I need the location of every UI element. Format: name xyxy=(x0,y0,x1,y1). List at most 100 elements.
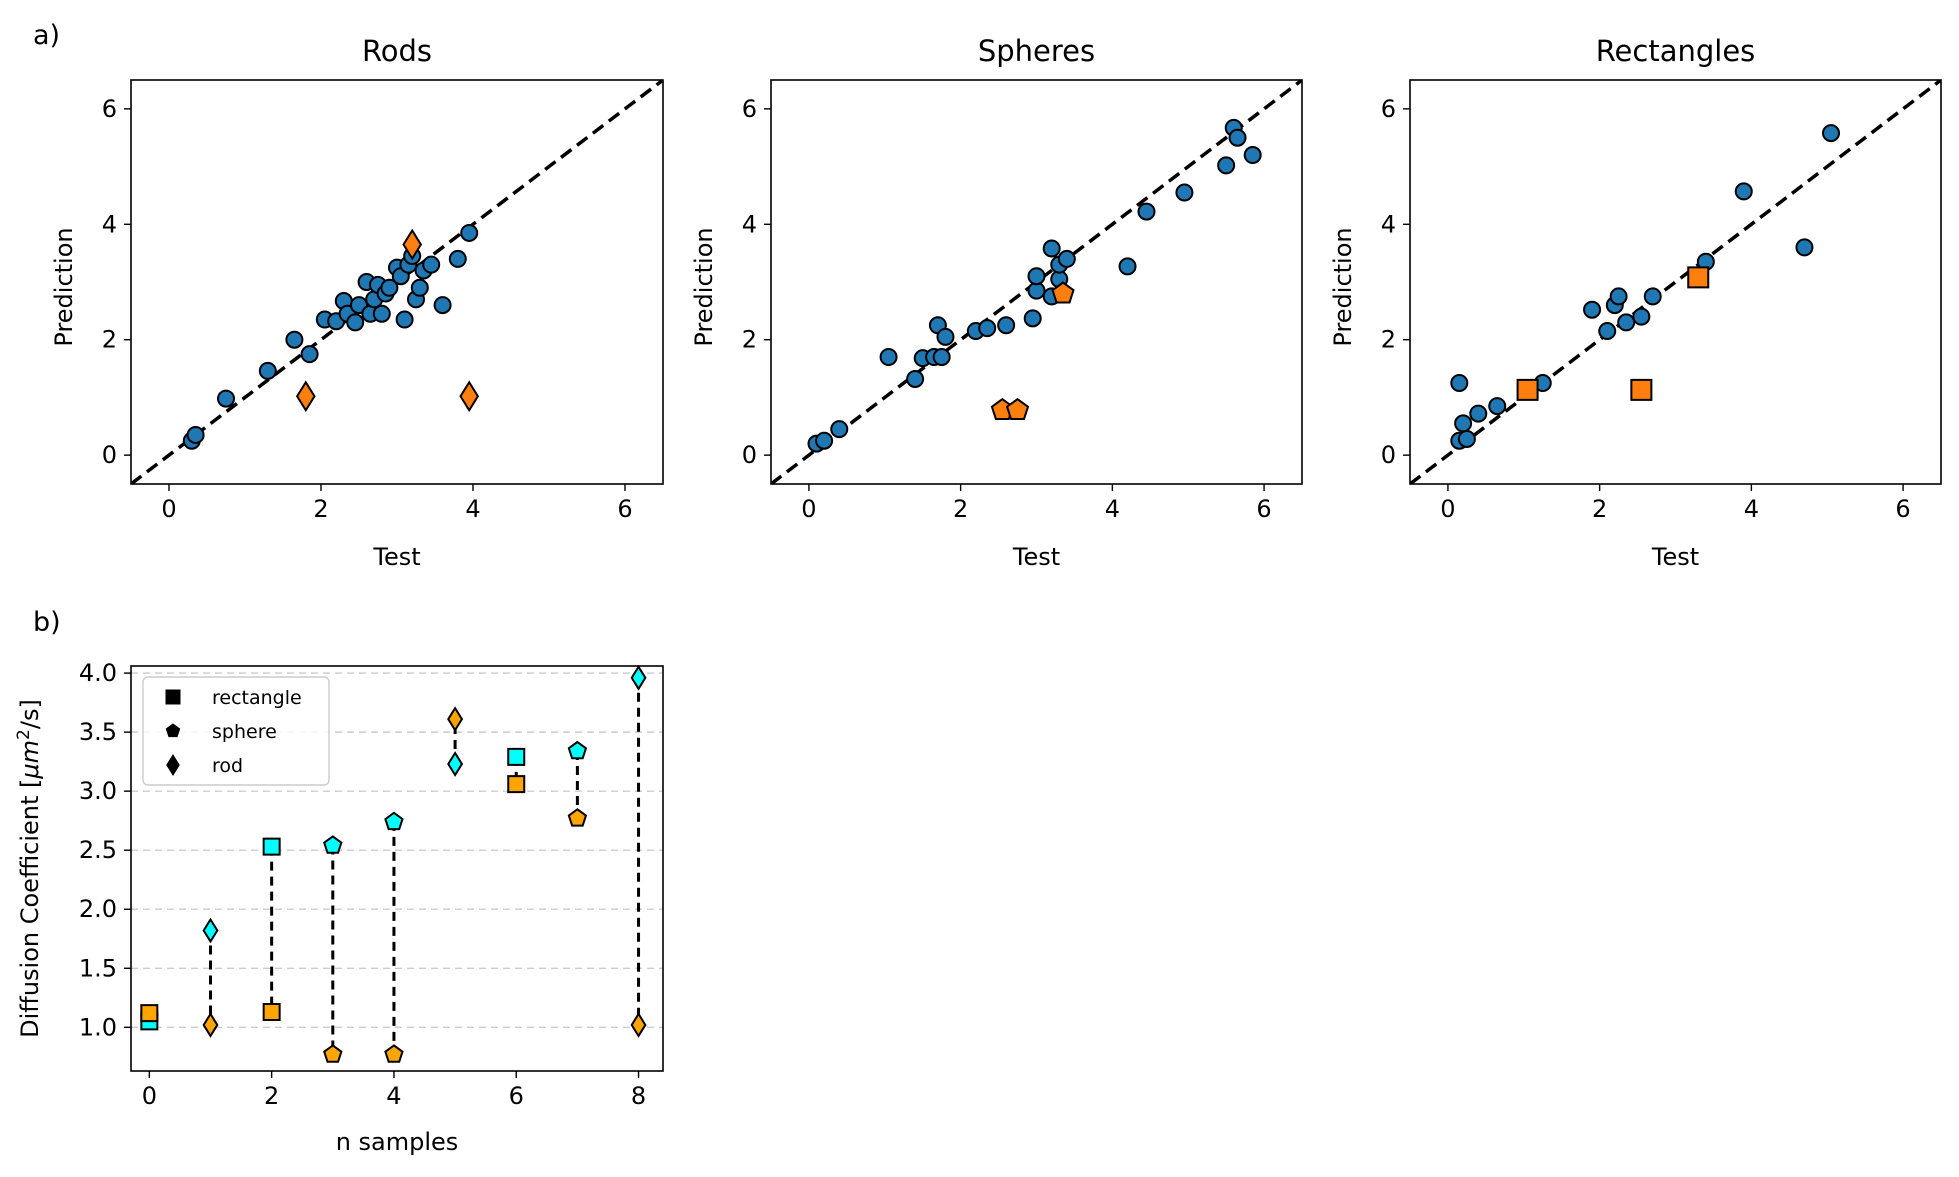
x-tick-label: 0 xyxy=(161,495,176,523)
outlier-point xyxy=(1630,378,1653,401)
y-tick-label: 2 xyxy=(1381,326,1396,354)
data-point xyxy=(1632,307,1651,326)
legend-box xyxy=(142,676,330,786)
cyan-point xyxy=(262,837,281,856)
x-tick-label: 4 xyxy=(465,495,480,523)
y-tick-label: 0 xyxy=(742,441,757,469)
data-point xyxy=(1027,267,1046,286)
data-points xyxy=(807,118,1262,453)
data-point xyxy=(906,369,925,388)
y-tick-label: 0 xyxy=(102,441,117,469)
cyan-point xyxy=(507,747,526,766)
data-point xyxy=(1023,309,1042,328)
x-tick-label: 6 xyxy=(617,495,632,523)
data-point xyxy=(1469,404,1488,423)
y-tick-label: 1.0 xyxy=(79,1013,117,1041)
y-tick-label: 4 xyxy=(742,210,757,238)
data-point xyxy=(1454,414,1473,433)
spheres-chart: 0 2 4 6 0 2 4 6 Spheres Test Prediction xyxy=(690,34,1303,571)
data-point xyxy=(1057,249,1076,268)
data-point xyxy=(1795,238,1814,257)
chart-title: Rectangles xyxy=(1596,34,1756,68)
panel-label-a: a) xyxy=(33,20,60,51)
x-axis-label: Test xyxy=(1012,543,1060,571)
cyan-point xyxy=(447,751,464,777)
orange-point xyxy=(567,808,588,827)
y-tick-label: 4.0 xyxy=(79,659,117,687)
x-tick-label: 0 xyxy=(142,1082,157,1110)
y-axis-label: Prediction xyxy=(50,227,78,346)
panel-label-b: b) xyxy=(33,607,61,638)
orange-point xyxy=(384,1044,404,1063)
data-point xyxy=(1228,128,1247,147)
orange-point xyxy=(140,1004,159,1023)
outlier-point xyxy=(1005,397,1030,421)
y-tick-label: 4 xyxy=(1381,210,1396,238)
cyan-point xyxy=(384,811,404,831)
y-tick-label: 2 xyxy=(742,326,757,354)
y-label-exponent: 2 xyxy=(14,729,34,740)
data-point xyxy=(346,313,365,332)
cyan-point xyxy=(323,835,343,854)
y-axis-label: Diffusion Coefficient [μm2/s] xyxy=(14,699,44,1038)
legend-marker xyxy=(165,723,181,738)
y-axis-label: Prediction xyxy=(690,227,718,346)
orange-point xyxy=(202,1012,219,1038)
orange-point xyxy=(447,706,464,733)
data-point xyxy=(448,249,467,268)
data-point xyxy=(1583,300,1602,319)
chart-title: Spheres xyxy=(978,34,1095,68)
data-point xyxy=(1137,202,1156,221)
y-tick-label: 2 xyxy=(102,326,117,354)
data-point xyxy=(1175,183,1194,202)
outlier-point xyxy=(459,380,480,413)
x-tick-label: 6 xyxy=(1256,495,1271,523)
data-point xyxy=(372,304,391,323)
data-point xyxy=(258,361,277,380)
data-point xyxy=(1617,313,1636,332)
y-label-suffix: /s] xyxy=(16,699,44,729)
cyan-point xyxy=(630,664,647,691)
y-label-prefix: Diffusion Coefficient [ xyxy=(16,779,44,1038)
x-tick-label: 4 xyxy=(386,1082,401,1110)
data-point xyxy=(830,420,849,439)
plot-frame xyxy=(1409,79,1942,485)
x-axis-label: Test xyxy=(1651,543,1699,571)
x-tick-label: 0 xyxy=(801,495,816,523)
cyan-point xyxy=(567,740,588,760)
legend-marker xyxy=(165,689,181,705)
chart-title: Rods xyxy=(362,34,432,68)
orange-point xyxy=(507,775,526,794)
y-tick-label: 4 xyxy=(102,210,117,238)
data-point xyxy=(1243,146,1262,165)
rectangles-chart: 0 2 4 6 0 2 4 6 Rectangles Test Prediction xyxy=(1329,34,1942,571)
data-point xyxy=(1734,182,1753,201)
data-point xyxy=(1450,374,1469,392)
outlier-point xyxy=(1516,378,1539,401)
data-point xyxy=(460,223,479,242)
identity-line xyxy=(131,80,663,484)
legend-label: rod xyxy=(212,755,243,777)
data-point xyxy=(300,345,319,364)
data-point xyxy=(422,255,441,274)
y-axis-label: Prediction xyxy=(1329,227,1357,346)
y-tick-label: 6 xyxy=(1381,95,1396,123)
legend-marker xyxy=(166,754,180,776)
data-point xyxy=(936,327,955,346)
data-point xyxy=(1643,287,1662,306)
data-point xyxy=(997,316,1016,335)
data-point xyxy=(410,278,429,297)
data-point xyxy=(285,330,304,349)
y-tick-label: 3.5 xyxy=(79,718,117,746)
data-point xyxy=(186,425,205,444)
y-label-unit: μm xyxy=(16,740,44,780)
diffusion-chart: 0 2 4 6 8 1.0 1.5 2.0 2.5 3.0 3.5 4.0 n samples Diffu… xyxy=(14,659,664,1156)
data-point xyxy=(380,278,399,297)
data-point xyxy=(1457,429,1476,448)
orange-point xyxy=(630,1012,647,1038)
y-tick-label: 3.0 xyxy=(79,777,117,805)
data-point xyxy=(217,389,235,408)
data-point xyxy=(1822,124,1841,143)
data-point xyxy=(879,348,898,367)
x-axis-label: Test xyxy=(372,543,420,571)
